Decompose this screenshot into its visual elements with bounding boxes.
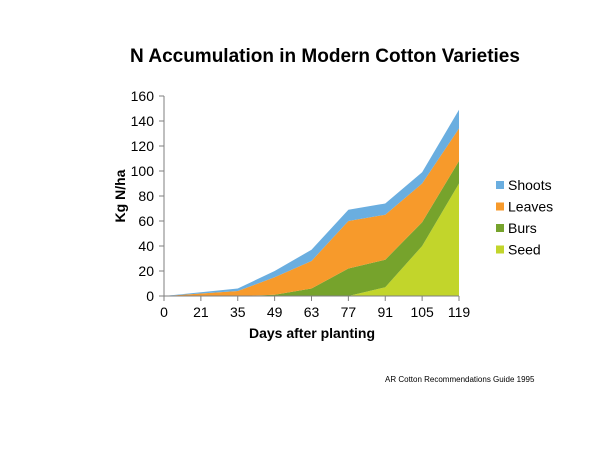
x-tick-label: 91 <box>377 304 393 320</box>
x-tick-label: 35 <box>230 304 246 320</box>
legend-swatch-shoots <box>496 181 504 189</box>
x-tick-label: 77 <box>341 304 357 320</box>
y-tick-label: 20 <box>138 263 154 279</box>
plot-area <box>164 109 459 296</box>
legend-swatch-burs <box>496 224 504 232</box>
x-tick-label: 49 <box>267 304 283 320</box>
legend: Shoots Leaves Burs Seed <box>496 177 553 258</box>
y-tick-label: 120 <box>131 138 155 154</box>
legend-swatch-seed <box>496 245 504 254</box>
x-tick-label: 63 <box>304 304 320 320</box>
area-seed <box>164 183 459 296</box>
x-axis: 0 21 35 49 63 77 91 105 119 <box>160 295 471 320</box>
area-burs <box>164 161 459 296</box>
source-note: AR Cotton Recommendations Guide 1995 <box>385 375 535 384</box>
y-tick-label: 0 <box>146 288 154 304</box>
x-tick-label: 105 <box>410 304 434 320</box>
legend-swatch-leaves <box>496 202 504 211</box>
legend-label-shoots: Shoots <box>508 177 552 193</box>
x-tick-label: 21 <box>193 304 209 320</box>
area-shoots <box>164 109 459 296</box>
y-tick-label: 140 <box>131 113 155 129</box>
y-tick-label: 60 <box>138 213 154 229</box>
legend-label-burs: Burs <box>508 220 537 236</box>
y-tick-label: 160 <box>131 88 155 104</box>
y-tick-label: 40 <box>138 238 154 254</box>
y-axis-label: Kg N/ha <box>112 169 128 222</box>
y-axis: 0 20 40 60 80 100 120 140 160 <box>131 88 165 304</box>
y-tick-label: 80 <box>138 188 154 204</box>
area-leaves <box>164 128 459 296</box>
x-tick-label: 0 <box>160 304 168 320</box>
x-tick-label: 119 <box>448 304 471 320</box>
x-axis-label: Days after planting <box>249 325 375 341</box>
chart-title: N Accumulation in Modern Cotton Varietie… <box>130 46 520 67</box>
legend-label-leaves: Leaves <box>508 199 553 215</box>
y-tick-label: 100 <box>131 163 155 179</box>
legend-label-seed: Seed <box>508 242 541 258</box>
